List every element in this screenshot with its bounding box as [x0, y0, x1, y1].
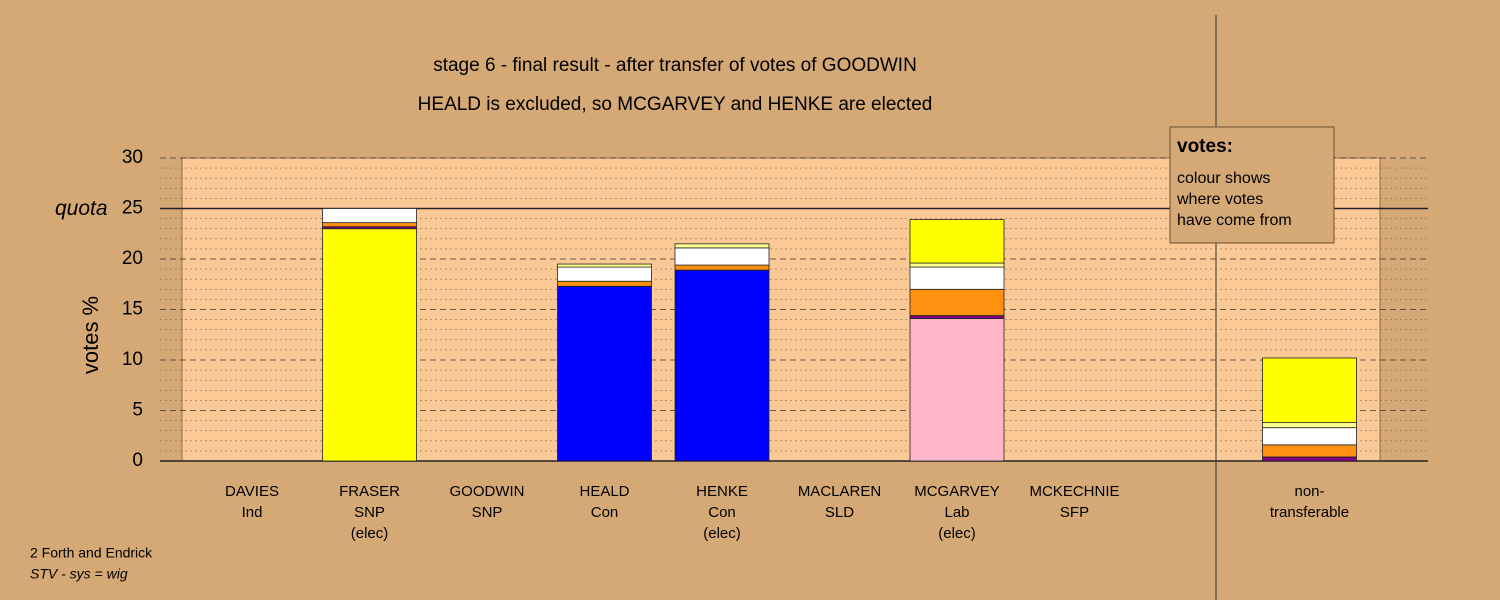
x-tick-label: HEALD — [579, 483, 629, 500]
x-tick-label: (elec) — [703, 525, 741, 542]
bar-segment — [674, 269, 770, 462]
bar-segment — [1262, 427, 1357, 446]
bar-segment — [909, 288, 1005, 316]
note-line: where votes — [1176, 191, 1263, 208]
bar-segment — [909, 318, 1005, 462]
bar-segment — [322, 208, 417, 224]
bar-segment — [909, 266, 1005, 290]
bar-segment — [909, 219, 1005, 264]
chart-title: stage 6 - final result - after transfer … — [433, 55, 917, 76]
quota-label: quota — [55, 197, 108, 220]
y-tick-label: 15 — [122, 299, 143, 320]
x-tick-label: (elec) — [351, 525, 389, 542]
bar-segment — [1262, 357, 1357, 424]
y-tick-label: 30 — [122, 147, 143, 168]
bar-segment — [557, 280, 652, 287]
chart-subtitle: HEALD is excluded, so MCGARVEY and HENKE… — [418, 94, 933, 115]
bar-segment — [322, 228, 417, 462]
bar-segment — [674, 264, 770, 271]
footer: STV - sys = wig — [30, 566, 128, 582]
y-tick-label: 10 — [122, 349, 143, 370]
note-line: colour shows — [1177, 170, 1270, 187]
bar-segment — [1262, 456, 1357, 462]
bar-segment — [557, 263, 652, 268]
x-tick-label: SNP — [472, 504, 503, 521]
bar-segment — [674, 243, 770, 249]
x-tick-label: DAVIES — [225, 483, 279, 500]
bar-segment — [557, 266, 652, 282]
x-tick-label: SFP — [1060, 504, 1089, 521]
footer: 2 Forth and Endrick — [30, 545, 153, 561]
bar-segment — [1262, 444, 1357, 458]
bar-segment — [557, 285, 652, 462]
x-tick-label: Ind — [242, 504, 263, 521]
x-tick-label: transferable — [1270, 504, 1349, 521]
note-frame — [1169, 126, 1335, 244]
y-tick-label: 0 — [132, 450, 143, 471]
x-tick-label: HENKE — [696, 483, 748, 500]
bar-segment — [909, 315, 1005, 319]
x-tick-label: Lab — [944, 504, 969, 521]
x-tick-label: SLD — [825, 504, 854, 521]
x-tick-label: MCKECHNIE — [1029, 483, 1119, 500]
bar-segment — [1262, 422, 1357, 429]
x-tick-label: non- — [1294, 483, 1324, 500]
y-tick-label: 25 — [122, 198, 143, 219]
x-tick-label: Con — [708, 504, 736, 521]
x-tick-label: Con — [591, 504, 619, 521]
y-axis-label: votes % — [78, 296, 103, 374]
note-box: votes: colour shows where votes have com… — [1169, 126, 1335, 244]
x-tick-label: FRASER — [339, 483, 400, 500]
bar-segment — [909, 262, 1005, 268]
bar-segment — [322, 222, 417, 228]
note-line: have come from — [1177, 212, 1292, 229]
x-tick-label: SNP — [354, 504, 385, 521]
y-tick-label: 20 — [122, 248, 143, 269]
note-title: votes: — [1177, 136, 1233, 157]
x-tick-label: MACLAREN — [798, 483, 881, 500]
x-tick-label: MCGARVEY — [914, 483, 1000, 500]
x-tick-label: (elec) — [938, 525, 976, 542]
x-tick-label: GOODWIN — [450, 483, 525, 500]
y-tick-label: 5 — [132, 400, 143, 421]
bar-segment — [674, 247, 770, 266]
